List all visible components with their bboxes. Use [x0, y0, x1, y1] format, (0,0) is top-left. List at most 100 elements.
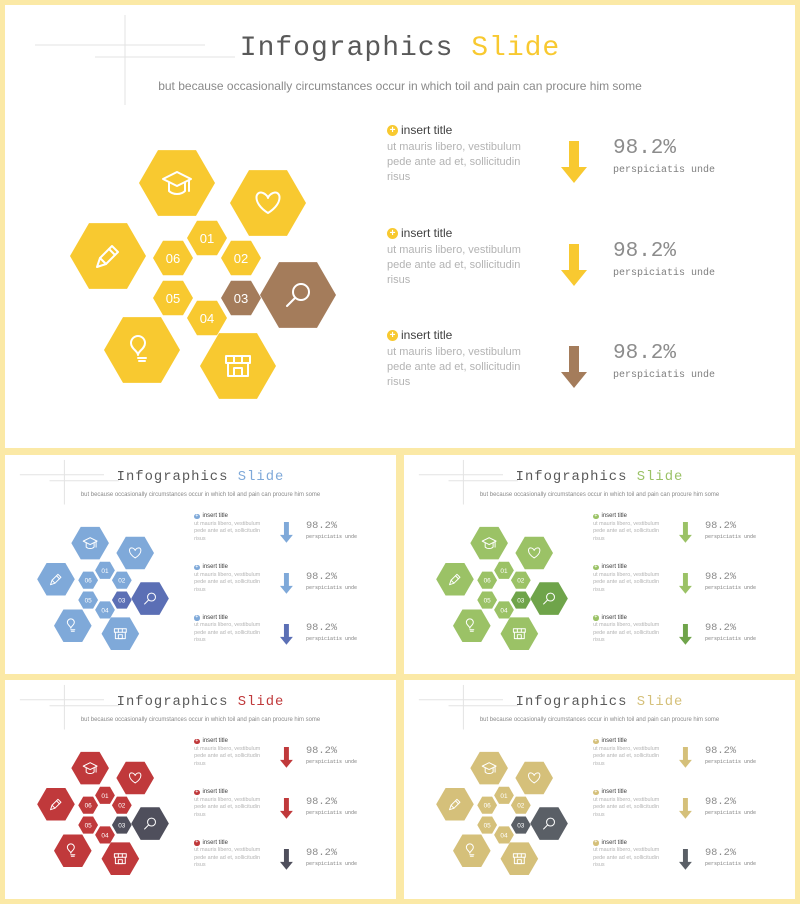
slide-4: Infographics Slide but because occasional…	[5, 680, 396, 899]
percent-value: 98.2%	[305, 796, 338, 809]
down-arrow-icon	[280, 848, 294, 870]
hex-number-06: 06	[78, 796, 99, 814]
percent-value: 98.2%	[704, 745, 737, 758]
plus-circle-icon: +	[387, 227, 398, 239]
title-word-1: Infographics	[515, 468, 628, 485]
plus-circle-icon: +	[194, 738, 200, 745]
item-title-row: + insert title	[194, 615, 268, 621]
item-block-1: + insert title ut mauris libero, vestibulu…	[593, 738, 667, 768]
hex-number-04: 04	[95, 601, 115, 619]
slide-5: Infographics Slide but because occasional…	[404, 680, 795, 899]
item-title: insert title	[601, 513, 627, 520]
item-body: ut mauris libero, vestibulum pede ante a…	[387, 141, 521, 183]
item-title: insert title	[401, 226, 453, 240]
down-arrow-icon	[679, 573, 693, 595]
hex-number-label: 05	[166, 291, 180, 306]
percent-value: 98.2%	[704, 621, 737, 634]
corner-lines	[418, 684, 518, 730]
percent-value: 98.2%	[613, 240, 677, 263]
hexagon-06	[37, 787, 75, 821]
lightbulb-icon	[66, 843, 76, 857]
corner-lines	[418, 459, 518, 505]
graduation-cap-icon	[82, 762, 98, 775]
hexagon-02	[230, 170, 306, 236]
hexagon-06	[37, 562, 75, 596]
slide-3: Infographics Slide but because occasional…	[404, 455, 795, 674]
item-title-row: + insert title	[593, 513, 667, 519]
item-body: ut mauris libero, vestibulum pede ante a…	[593, 520, 660, 542]
hexagon-02	[515, 761, 553, 795]
percent-caption: perspiciatis unde	[704, 860, 756, 867]
hexagon-02	[515, 536, 553, 570]
hexagon-02	[116, 761, 154, 795]
slide-subtitle: but because occasionally circumstances o…	[479, 491, 720, 498]
plus-circle-icon: +	[387, 124, 398, 136]
title-word-2: Slide	[636, 693, 684, 710]
item-title: insert title	[601, 789, 627, 796]
graduation-cap-icon	[481, 537, 497, 550]
item-body: ut mauris libero, vestibulum pede ante a…	[593, 847, 660, 869]
down-arrow-icon	[679, 522, 693, 544]
plus-circle-icon: +	[194, 615, 200, 621]
percent-caption: perspiciatis unde	[613, 165, 716, 176]
hexagon-cluster: 01 02 03 04 05 06	[436, 526, 568, 650]
item-block-3: + insert title ut mauris libero, vestibulu…	[593, 840, 667, 870]
magnifier-icon	[144, 592, 156, 605]
hexagon-06	[436, 787, 474, 821]
hex-number-04: 04	[187, 300, 227, 336]
item-title-row: + insert title	[593, 615, 667, 621]
hex-number-label: 03	[234, 291, 248, 306]
hex-number-label: 01	[500, 793, 508, 800]
plus-circle-icon: +	[387, 329, 398, 341]
hex-number-05: 05	[78, 591, 99, 609]
shop-icon	[113, 853, 127, 865]
hex-number-04: 04	[494, 601, 514, 619]
shop-icon	[512, 853, 526, 865]
item-title-row: + insert title	[593, 840, 667, 846]
item-title: insert title	[202, 738, 228, 745]
hex-number-label: 01	[200, 231, 214, 246]
lightbulb-icon	[66, 618, 76, 632]
slide-title: Infographics Slide	[5, 694, 396, 710]
item-title: insert title	[202, 789, 228, 796]
hexagon-05	[453, 834, 491, 868]
magnifier-icon	[286, 283, 310, 307]
hexagon-04	[101, 617, 140, 650]
hex-number-label: 03	[118, 598, 126, 605]
hex-number-01: 01	[494, 561, 514, 579]
slide-subtitle: but because occasionally circumstances o…	[479, 716, 720, 723]
title-word-2: Slide	[237, 693, 285, 710]
down-arrow-icon	[280, 522, 294, 544]
plus-circle-icon: +	[194, 564, 200, 571]
item-block-3: + insert title ut mauris libero, vestibulu…	[194, 840, 268, 870]
slide-subtitle: but because occasionally circumstances o…	[80, 491, 321, 498]
title-word-1: Infographics	[239, 33, 454, 64]
item-block-3: + insert title ut mauris libero, vestibulu…	[194, 615, 268, 645]
slide-title: Infographics Slide	[5, 33, 795, 64]
item-title-row: + insert title	[593, 564, 667, 570]
down-arrow-icon	[280, 623, 294, 645]
percent-value: 98.2%	[305, 571, 338, 584]
hex-number-05: 05	[153, 280, 193, 316]
hexagon-04	[101, 842, 140, 875]
hex-number-02: 02	[221, 240, 261, 276]
heart-icon	[528, 772, 541, 784]
percent-value: 98.2%	[305, 621, 338, 634]
magnifier-icon	[144, 817, 156, 830]
hex-number-label: 06	[85, 578, 93, 585]
item-title: insert title	[202, 564, 228, 571]
hexagon-cluster: 01 02 03 04 05 06	[70, 150, 336, 399]
item-title-row: + insert title	[387, 226, 537, 240]
hex-number-label: 05	[484, 823, 492, 830]
hex-number-04: 04	[95, 826, 115, 844]
lightbulb-icon	[465, 843, 475, 857]
item-block-2: + insert title ut mauris libero, vestibulu…	[194, 564, 268, 594]
heart-icon	[129, 547, 142, 559]
item-body: ut mauris libero, vestibulum pede ante a…	[194, 571, 261, 593]
hexagon-cluster: 01 02 03 04 05 06	[37, 526, 169, 650]
item-title: insert title	[601, 839, 627, 846]
hex-number-label: 04	[101, 607, 109, 614]
hex-number-label: 05	[85, 823, 93, 830]
hex-number-06: 06	[477, 571, 498, 589]
hexagon-cluster: 01 02 03 04 05 06	[37, 751, 169, 875]
